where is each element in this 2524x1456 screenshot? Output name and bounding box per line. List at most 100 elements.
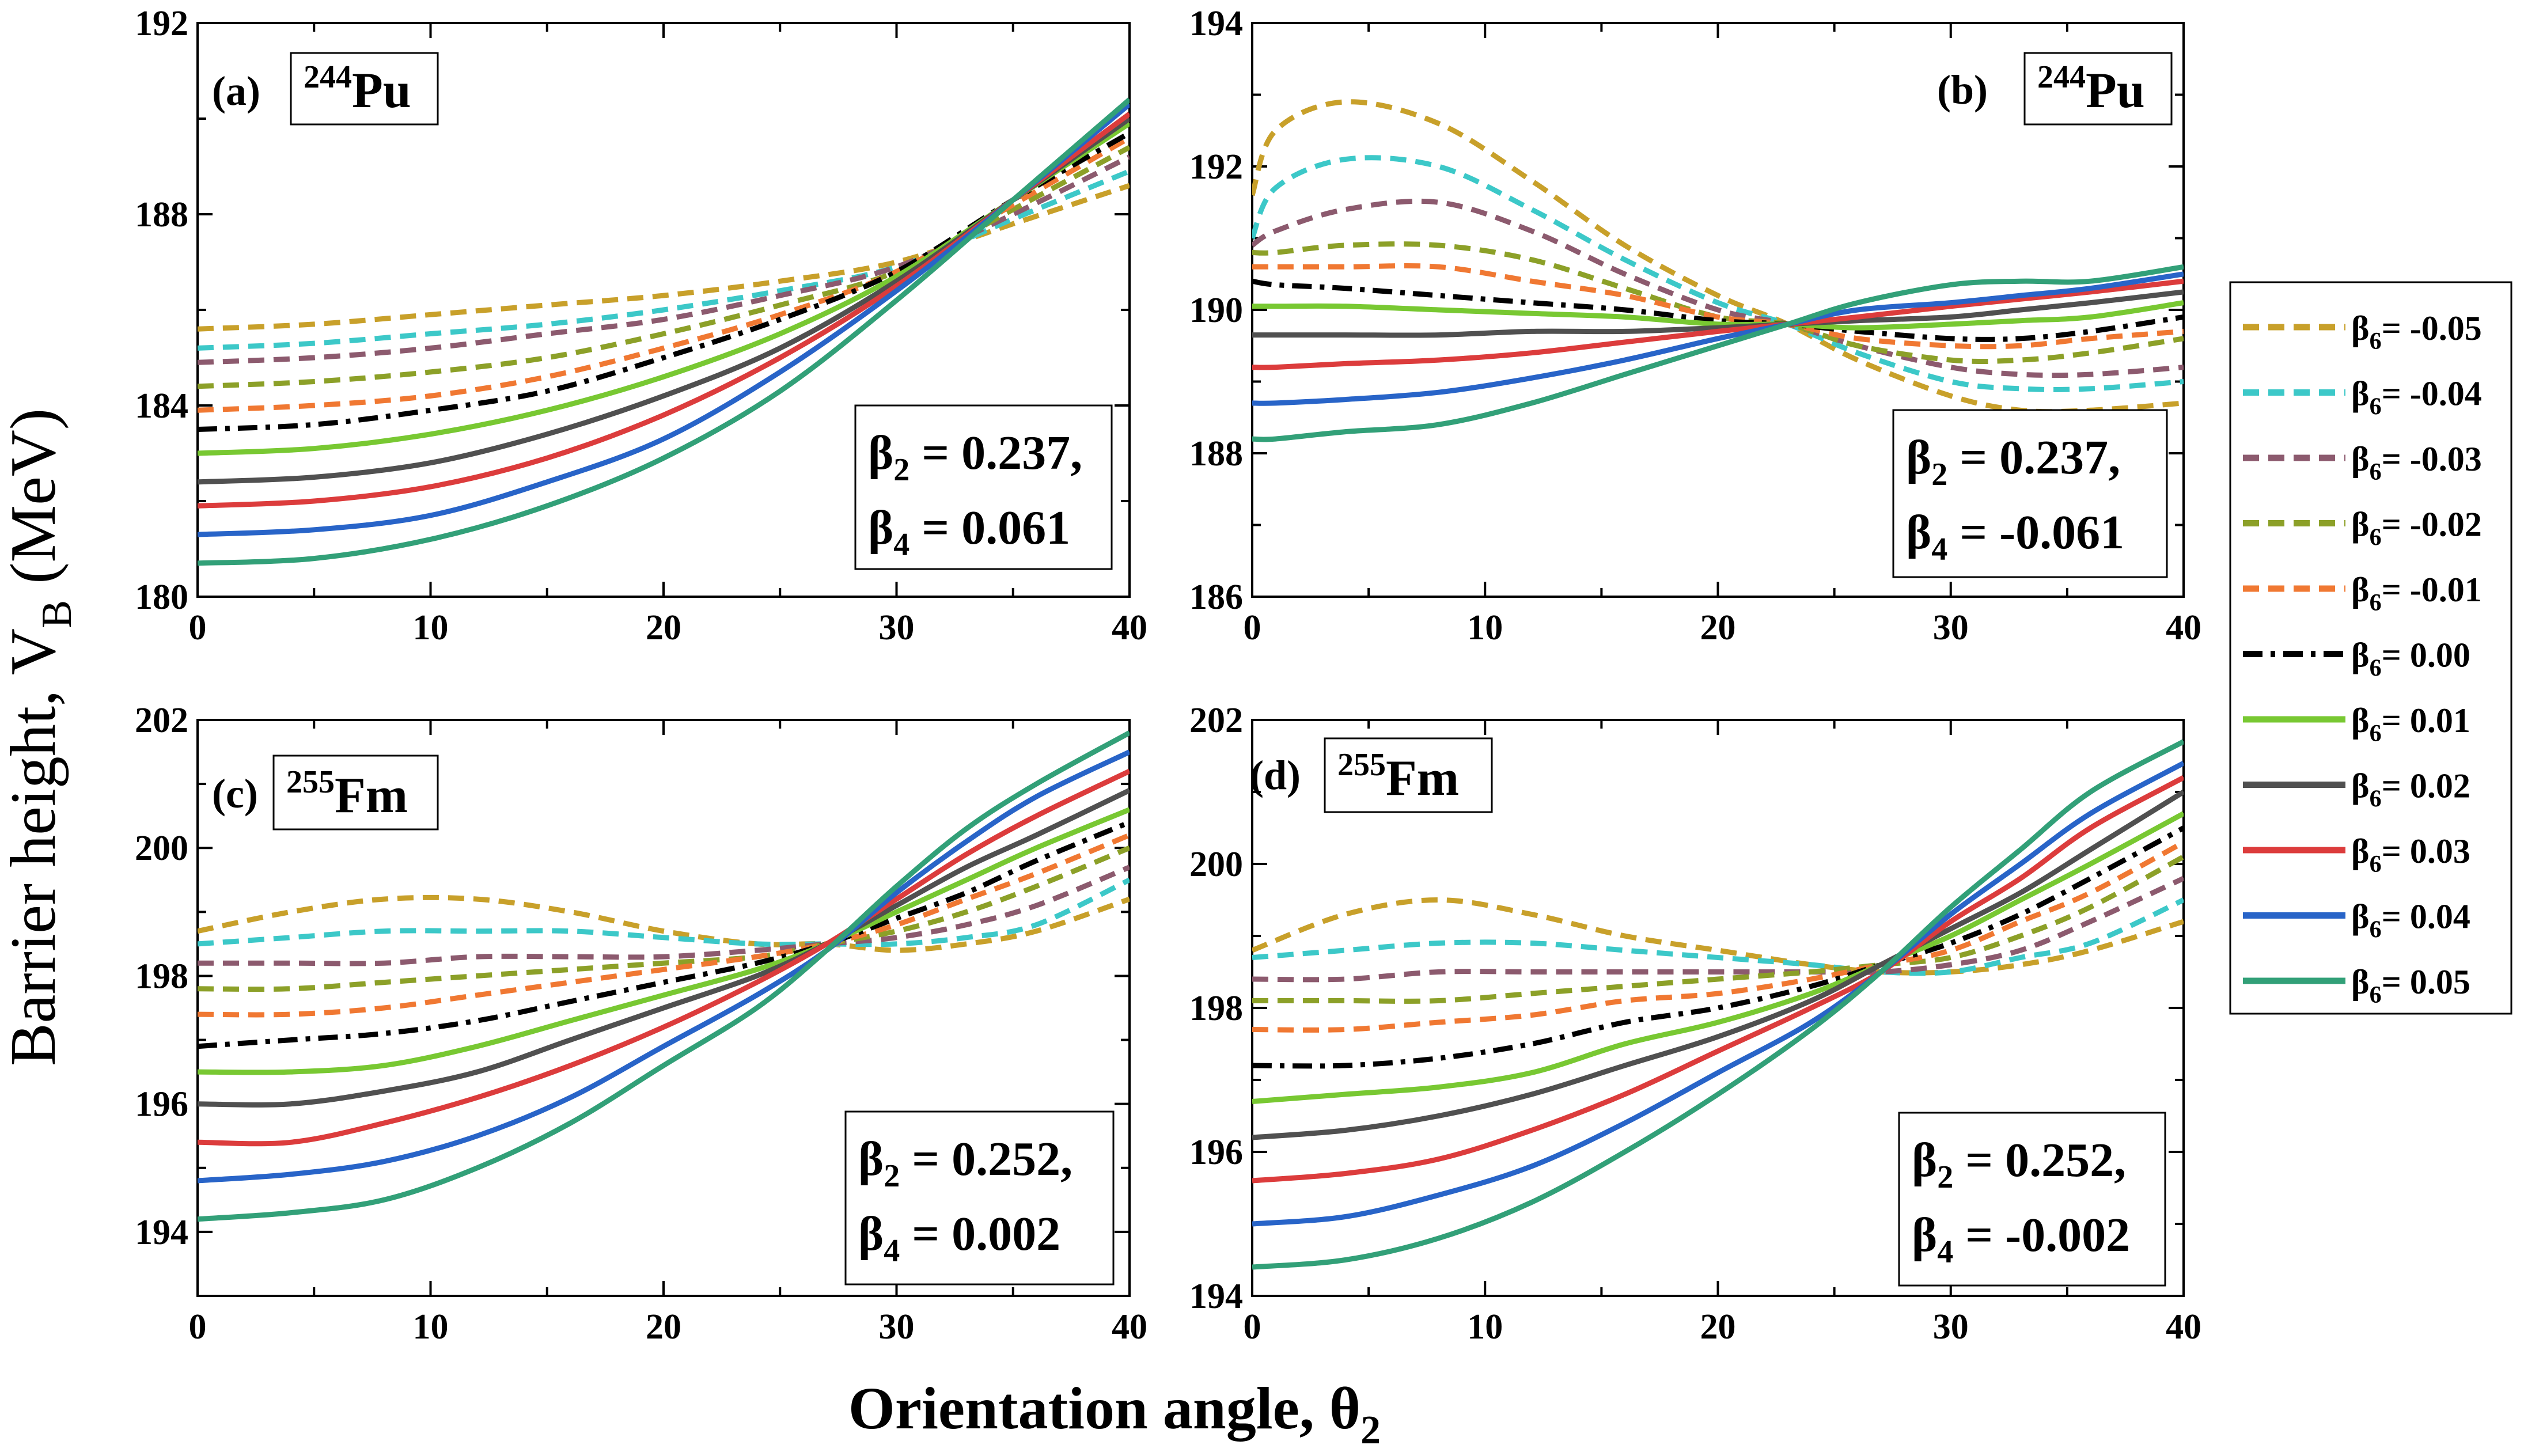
y-tick-label: 202 (1189, 701, 1243, 740)
x-tick-label: 40 (1112, 608, 1147, 647)
x-tick-label: 20 (646, 608, 681, 647)
beta4-text: β4 = 0.061 (868, 501, 1070, 563)
series-line (198, 845, 1130, 992)
legend-label: β6= -0.02 (2351, 506, 2482, 551)
legend-label: β6= -0.03 (2351, 440, 2482, 486)
y-axis-label: Barrier height, VB (MeV) (0, 408, 81, 1066)
beta4-text: β4 = -0.061 (1906, 506, 2124, 567)
beta2-text: β2 = 0.237, (868, 426, 1082, 488)
y-tick-label: 190 (1189, 291, 1243, 330)
x-tick-label: 30 (879, 1307, 915, 1347)
y-tick-label: 184 (135, 386, 188, 426)
x-tick-label: 0 (189, 608, 207, 647)
series-line (1252, 198, 2184, 378)
series-line (1252, 825, 2184, 1069)
deformation-box (1892, 409, 2168, 578)
y-tick-label: 202 (135, 701, 188, 740)
nucleus-box (272, 754, 439, 831)
series-line (1252, 271, 2184, 406)
beta2-text: β2 = 0.237, (1906, 431, 2120, 492)
x-tick-label: 10 (1467, 608, 1503, 647)
curves (1252, 99, 2184, 442)
nucleus-box (290, 52, 439, 126)
legend-item: β6= 0.04 (2243, 898, 2470, 943)
x-tick-label: 30 (879, 608, 915, 647)
legend-item: β6= -0.03 (2243, 440, 2482, 486)
panel-label: (d) (1250, 752, 1301, 798)
legend: β6= -0.05 β6= -0.04 β6= -0.03 β6= -0.02 β6= … (2229, 281, 2512, 1015)
nucleus-box (2023, 52, 2173, 126)
legend-item: β6= -0.04 (2243, 375, 2482, 420)
y-tick-label: 192 (135, 4, 188, 43)
legend-label: β6= 0.03 (2351, 832, 2470, 878)
y-tick-label: 196 (135, 1085, 188, 1124)
panels: 0 10 20 30 40 180 184 188 192 244Pu (a) β2 = 0.237,… (135, 4, 2201, 1347)
nucleus-label: 255Fm (1337, 747, 1459, 806)
legend-item: β6= 0.00 (2243, 636, 2470, 682)
y-tick-label: 192 (1189, 147, 1243, 187)
series-line (1252, 264, 2184, 442)
series-line (198, 145, 1130, 389)
legend-label: β6= -0.04 (2351, 375, 2482, 420)
nucleus-label: 244Pu (304, 59, 411, 119)
legend-label: β6= 0.05 (2351, 963, 2470, 1008)
y-tick-label: 194 (1189, 1277, 1243, 1316)
y-tick-label: 194 (135, 1213, 188, 1252)
panel-c: 0 10 20 30 40 194 196 198 200 202 255Fm (c) β2 = 0.2… (135, 701, 1147, 1347)
legend-label: β6= -0.05 (2351, 309, 2482, 355)
series-line (198, 749, 1130, 1184)
x-tick-label: 10 (413, 608, 449, 647)
y-tick-label: 200 (1189, 845, 1243, 884)
series-line (1252, 263, 2184, 350)
x-tick-label: 40 (2166, 1307, 2201, 1347)
series-line (198, 832, 1130, 1018)
legend-item: β6= -0.01 (2243, 571, 2482, 616)
y-tick-label: 198 (135, 957, 188, 996)
panel-label: (a) (212, 68, 260, 114)
y-tick-label: 186 (1189, 578, 1243, 617)
series-line (198, 894, 1130, 953)
y-tick-label: 196 (1189, 1133, 1243, 1172)
series-line (198, 788, 1130, 1108)
series-line (1252, 155, 2184, 392)
legend-item: β6= 0.01 (2243, 702, 2470, 747)
legend-item: β6= 0.05 (2243, 963, 2470, 1008)
beta2-text: β2 = 0.252, (1912, 1133, 2126, 1195)
series-line (1252, 775, 2184, 1184)
legend-label: β6= 0.04 (2351, 898, 2470, 943)
series-line (1252, 278, 2184, 342)
x-axis-label: Orientation angle, θ2 (848, 1375, 1381, 1453)
legend-label: β6= 0.00 (2351, 636, 2470, 682)
series-line (1252, 739, 2184, 1270)
panel-label: (c) (212, 771, 258, 817)
series-line (1252, 790, 2184, 1140)
legend-item: β6= 0.03 (2243, 832, 2470, 878)
legend-item: β6= -0.02 (2243, 506, 2482, 551)
y-tick-label: 198 (1189, 989, 1243, 1028)
nucleus-box (1324, 737, 1493, 813)
curves (1252, 739, 2184, 1270)
x-tick-label: 40 (1112, 1307, 1147, 1347)
series-line (1252, 300, 2184, 331)
series-line (1252, 811, 2184, 1104)
y-tick-label: 188 (135, 195, 188, 234)
curves (198, 97, 1130, 566)
legend-label: β6= 0.02 (2351, 767, 2470, 813)
beta4-text: β4 = 0.002 (858, 1207, 1060, 1269)
y-tick-label: 194 (1189, 4, 1243, 43)
deformation-box (854, 404, 1113, 570)
deformation-box (1898, 1112, 2166, 1287)
legend-label: β6= -0.01 (2351, 571, 2482, 616)
x-tick-label: 0 (189, 1307, 207, 1347)
curves (198, 730, 1130, 1222)
legend-box (2229, 281, 2512, 1015)
deformation-box (844, 1110, 1115, 1286)
x-tick-label: 20 (646, 1307, 681, 1347)
series-line (1252, 897, 2184, 976)
beta2-text: β2 = 0.252, (858, 1132, 1072, 1194)
y-tick-label: 180 (135, 578, 188, 617)
x-tick-label: 10 (1467, 1307, 1503, 1347)
series-line (198, 807, 1130, 1075)
x-tick-label: 20 (1700, 1307, 1736, 1347)
